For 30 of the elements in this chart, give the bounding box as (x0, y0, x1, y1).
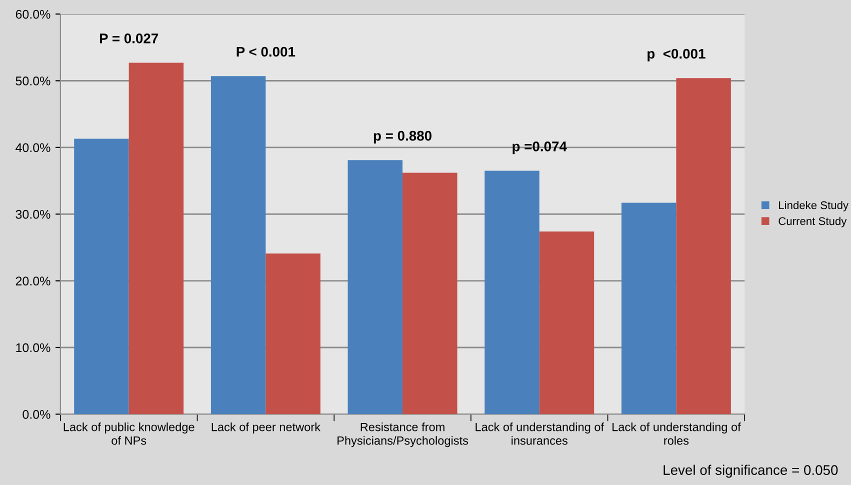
x-tick-label: Lack of understanding of roles (612, 422, 741, 445)
bar (128, 62, 184, 414)
x-tick-label: Lack of peer network (212, 422, 320, 434)
y-tick-label: 40.0% (16, 143, 50, 152)
bar (266, 253, 320, 414)
bar (348, 160, 403, 414)
bar (676, 78, 731, 414)
annotation: p <0.001 (648, 48, 706, 62)
y-tick-label: 50.0% (16, 76, 50, 86)
bar (484, 170, 540, 414)
bar (210, 76, 266, 414)
y-tick-label: 0.0% (22, 410, 50, 419)
bar (402, 172, 458, 414)
bar (74, 138, 129, 414)
y-tick-label: 60.0% (16, 10, 50, 19)
y-tick-label: 10.0% (16, 343, 50, 352)
x-tick-label: Resistance from Physicians/Psychologists (338, 422, 468, 448)
annotation: p = 0.880 (374, 130, 432, 144)
y-tick-label: 20.0% (16, 276, 50, 286)
annotation: P = 0.027 (100, 33, 158, 44)
bar (621, 202, 676, 414)
annotation: p =0.074 (512, 142, 567, 154)
y-tick-label: 30.0% (16, 210, 50, 219)
bar (539, 231, 594, 414)
x-tick-label: Lack of understanding of insurances (476, 422, 604, 445)
legend-label: Current Study (778, 216, 847, 228)
x-tick-label: Lack of public knowledge of NPs (64, 422, 194, 445)
text: Level of significance = 0.050 (664, 464, 838, 478)
annotation: P < 0.001 (236, 46, 296, 57)
legend-label: Lindeke Study (779, 200, 849, 212)
